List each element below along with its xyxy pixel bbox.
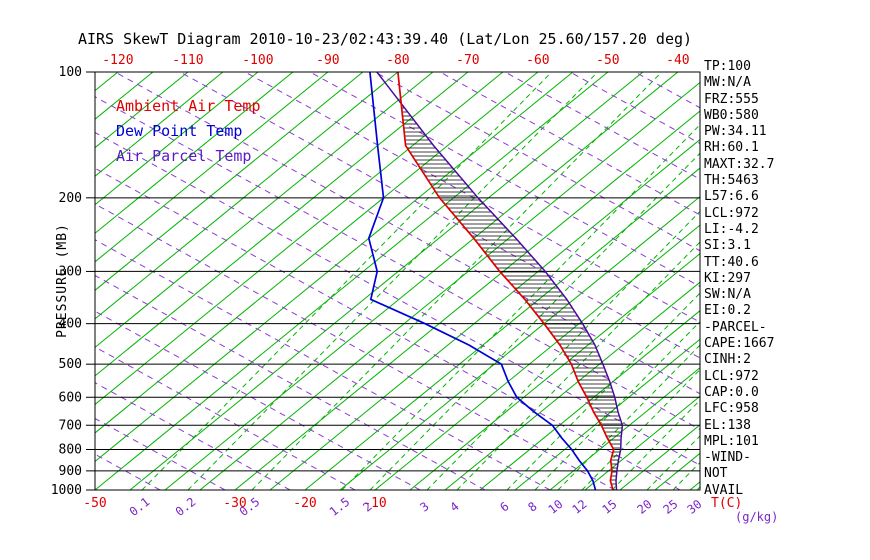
svg-text:200: 200 xyxy=(59,191,82,206)
svg-text:-30: -30 xyxy=(223,496,246,511)
svg-text:25: 25 xyxy=(661,497,681,517)
pressure-axis-label: PRESSURE (MB) xyxy=(55,223,70,338)
stat-line: AVAIL xyxy=(704,482,744,498)
cape-hatch xyxy=(401,107,623,485)
svg-text:4: 4 xyxy=(447,499,461,514)
svg-text:-60: -60 xyxy=(526,53,549,68)
svg-text:-10: -10 xyxy=(363,496,386,511)
stat-line: CINH:2 xyxy=(704,352,751,368)
parcel-temp-curve xyxy=(376,72,624,490)
dry-adiabat-grid xyxy=(95,72,700,490)
svg-text:800: 800 xyxy=(59,442,82,457)
stat-line: -WIND- xyxy=(704,450,751,466)
svg-text:-40: -40 xyxy=(666,53,689,68)
stat-line: MAXT:32.7 xyxy=(704,156,775,172)
svg-text:10: 10 xyxy=(546,497,566,517)
stat-line: MPL:101 xyxy=(704,433,759,449)
pressure-grid xyxy=(95,197,700,472)
stat-line: PW:34.11 xyxy=(704,124,767,140)
stat-line: MW:N/A xyxy=(704,75,751,91)
stat-line: TT:40.6 xyxy=(704,254,759,270)
svg-text:1000: 1000 xyxy=(51,483,82,498)
mixing-unit-label: (g/kg) xyxy=(735,510,778,524)
stat-line: LFC:958 xyxy=(704,401,759,417)
stat-line: FRZ:555 xyxy=(704,91,759,107)
svg-text:100: 100 xyxy=(59,65,82,80)
stat-line: KI:297 xyxy=(704,270,751,286)
temp-unit-label: T(C) xyxy=(711,496,742,511)
svg-text:3: 3 xyxy=(417,499,431,514)
legend-item-1: Dew Point Temp xyxy=(116,122,243,140)
svg-text:15: 15 xyxy=(600,497,620,517)
svg-text:12: 12 xyxy=(570,497,590,517)
svg-text:0.2: 0.2 xyxy=(173,495,199,519)
stat-line: LI:-4.2 xyxy=(704,221,759,237)
stat-line: NOT xyxy=(704,466,728,482)
svg-text:30: 30 xyxy=(685,497,705,517)
dew-point-curve xyxy=(367,72,597,490)
svg-text:400: 400 xyxy=(59,317,82,332)
stat-line: RH:60.1 xyxy=(704,140,759,156)
stats-panel: TP:100 MW:N/A FRZ:555 WB0:580 PW:34.11 RH:60.… xyxy=(704,59,870,499)
stat-line: L57:6.6 xyxy=(704,189,759,205)
svg-text:-50: -50 xyxy=(83,496,106,511)
svg-text:700: 700 xyxy=(59,418,82,433)
svg-text:0.1: 0.1 xyxy=(127,495,153,519)
pressure-tick-labels: 100 200 300 400 500 600 700 800 900 1000 xyxy=(51,65,95,498)
stat-line: SW:N/A xyxy=(704,287,751,303)
svg-text:6: 6 xyxy=(497,499,511,514)
stat-line: SI:3.1 xyxy=(704,238,751,254)
stat-line: CAP:0.0 xyxy=(704,384,759,400)
ambient-temp-curve xyxy=(397,72,615,490)
svg-text:1.5: 1.5 xyxy=(327,495,353,519)
legend: Ambient Air Temp Dew Point Temp Air Parcel… xyxy=(116,94,261,169)
svg-text:-80: -80 xyxy=(386,53,409,68)
svg-text:500: 500 xyxy=(59,357,82,372)
stat-line: LCL:972 xyxy=(704,205,759,221)
svg-text:900: 900 xyxy=(59,464,82,479)
svg-text:300: 300 xyxy=(59,264,82,279)
svg-text:-90: -90 xyxy=(316,53,339,68)
svg-text:-50: -50 xyxy=(596,53,619,68)
stat-line: CAPE:1667 xyxy=(704,336,775,352)
mixing-ratio-grid xyxy=(141,72,700,490)
svg-text:20: 20 xyxy=(635,497,655,517)
stat-line: LCL:972 xyxy=(704,368,759,384)
legend-item-0: Ambient Air Temp xyxy=(116,97,261,115)
svg-text:-100: -100 xyxy=(242,53,273,68)
svg-text:-70: -70 xyxy=(456,53,479,68)
stat-line: TP:100 xyxy=(704,59,751,74)
svg-text:600: 600 xyxy=(59,390,82,405)
plot-border xyxy=(94,71,701,491)
stat-line: EI:0.2 xyxy=(704,303,751,319)
svg-text:-20: -20 xyxy=(293,496,316,511)
stat-line: WB0:580 xyxy=(704,107,759,123)
chart-title: AIRS SkewT Diagram 2010-10-23/02:43:39.4… xyxy=(77,30,693,48)
bottom-temp-labels: -50 -30 -20 -10 xyxy=(83,496,386,511)
stat-line: -PARCEL- xyxy=(704,319,767,335)
stat-line: EL:138 xyxy=(704,417,751,433)
top-temp-labels: -120 -110 -100 -90 -80 -70 -60 -50 -40 xyxy=(102,53,689,68)
svg-text:8: 8 xyxy=(525,499,539,514)
svg-text:-110: -110 xyxy=(172,53,203,68)
stat-line: TH:5463 xyxy=(704,173,759,189)
legend-item-2: Air Parcel Temp xyxy=(116,147,252,165)
svg-text:-120: -120 xyxy=(102,53,133,68)
mixing-ratio-labels: 0.1 0.2 0.5 1.5 2 3 4 6 8 10 12 15 20 25 30 xyxy=(127,495,705,519)
